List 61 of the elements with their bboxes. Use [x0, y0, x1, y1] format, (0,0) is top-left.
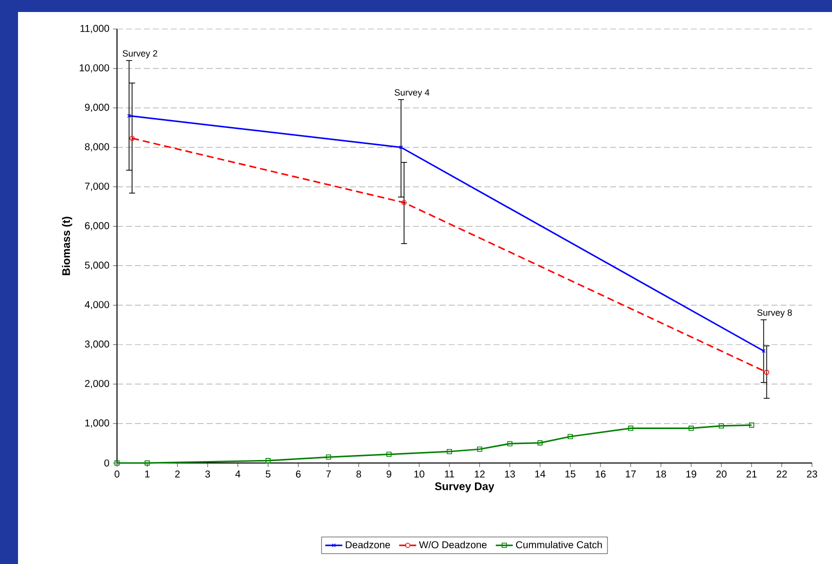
point [748, 422, 754, 428]
point [130, 136, 135, 141]
x-axis-title: Survey Day [434, 482, 494, 492]
point [144, 460, 150, 466]
x-tick-label: 20 [716, 470, 727, 478]
y-tick-label: 2,000 [85, 380, 110, 388]
legend-label: Cummulative Catch [516, 540, 602, 548]
point [401, 200, 407, 206]
annotation: Survey 2 [122, 50, 158, 58]
legend-label: Deadzone [346, 540, 390, 548]
point [114, 460, 120, 466]
point [446, 448, 452, 454]
point [628, 426, 634, 431]
x-tick-label: 18 [656, 470, 666, 478]
x-tick-label: 11 [444, 470, 454, 478]
point [688, 426, 694, 431]
y-tick-label: 8,000 [84, 143, 110, 152]
y-tick-label: 5,000 [84, 262, 110, 270]
y-tick-label: 0 [104, 459, 110, 467]
x-tick-label: 9 [386, 470, 392, 478]
y-tick-label: 1,000 [85, 419, 110, 428]
x-tick-label: 7 [326, 470, 331, 478]
point [568, 434, 573, 440]
point [764, 370, 770, 375]
x-tick-label: 1 [145, 470, 150, 478]
legend-label: W/O Deadzone [418, 540, 487, 548]
y-tick-label: 3,000 [84, 340, 110, 349]
y-tick-label: 4,000 [84, 301, 110, 310]
annotation: Survey 8 [757, 309, 792, 318]
point [477, 446, 482, 452]
x-tick-label: 21 [746, 470, 757, 478]
x-tick-label: 2 [175, 470, 180, 478]
y-tick-label: 10,000 [80, 64, 110, 73]
x-tick-label: 4 [235, 470, 240, 478]
x-tick-label: 8 [356, 470, 362, 478]
x-tick-label: 12 [474, 470, 485, 478]
x-tick-label: 17 [626, 470, 636, 478]
y-axis-title: Biomass (t) [62, 216, 72, 276]
y-tick-label: 7,000 [85, 182, 110, 191]
x-tick-label: 6 [296, 470, 301, 478]
point [537, 440, 543, 446]
x-tick-label: 3 [205, 470, 210, 478]
point [718, 423, 724, 429]
annotation: Survey 4 [394, 89, 430, 98]
y-tick-label: 11,000 [80, 24, 110, 34]
point [386, 452, 392, 457]
point [507, 441, 512, 446]
x-tick-label: 16 [596, 470, 606, 478]
x-tick-label: 15 [565, 470, 576, 478]
x-tick-label: 23 [806, 470, 818, 478]
x-tick-label: 13 [505, 470, 515, 478]
x-tick-label: 22 [776, 470, 787, 478]
point [326, 454, 332, 460]
x-tick-label: 5 [266, 470, 270, 478]
x-tick-label: 10 [414, 470, 424, 478]
y-tick-label: 9,000 [85, 104, 110, 112]
x-tick-label: 19 [686, 470, 696, 478]
y-tick-label: 6,000 [85, 222, 110, 230]
x-tick-label: 14 [535, 470, 546, 478]
x-tick-label: 0 [114, 470, 120, 478]
point [266, 458, 271, 464]
